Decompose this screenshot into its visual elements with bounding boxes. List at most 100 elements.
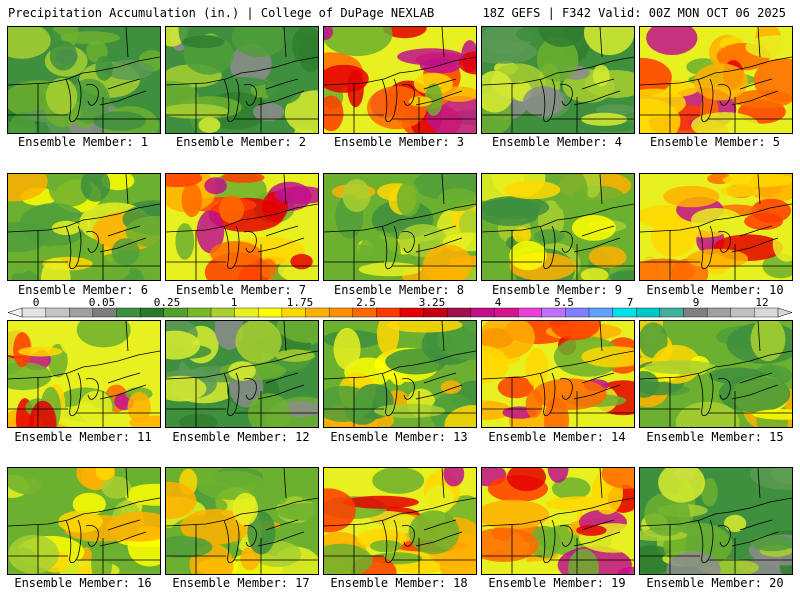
precip-blob bbox=[720, 185, 760, 198]
precip-blob bbox=[8, 252, 32, 274]
precip-map bbox=[166, 174, 318, 280]
state-borders bbox=[640, 174, 792, 280]
colorbar-max-arrow bbox=[777, 307, 793, 318]
precip-blob bbox=[276, 503, 318, 521]
precip-blob bbox=[8, 112, 37, 133]
member-label: Ensemble Member: 17 bbox=[172, 576, 310, 590]
precip-blob bbox=[107, 511, 160, 542]
precip-blob bbox=[182, 35, 225, 49]
member-label: Ensemble Member: 19 bbox=[488, 576, 626, 590]
precip-blob bbox=[58, 510, 103, 533]
colorbar-tick: 2.5 bbox=[356, 296, 376, 309]
precip-blob bbox=[369, 540, 403, 553]
precip-blob bbox=[571, 215, 616, 241]
precip-blob bbox=[80, 174, 111, 202]
precip-blob bbox=[722, 174, 792, 188]
precip-blob bbox=[196, 210, 225, 254]
precip-blob bbox=[507, 468, 546, 492]
colorbar-segment bbox=[399, 307, 425, 318]
precip-blob bbox=[693, 63, 749, 101]
map-panel bbox=[639, 467, 793, 575]
map-panel bbox=[165, 26, 319, 134]
map-panel bbox=[165, 320, 319, 428]
colorbar-segment bbox=[258, 307, 283, 318]
precip-blob bbox=[718, 375, 791, 413]
precip-blob bbox=[584, 27, 634, 56]
precip-map bbox=[166, 321, 318, 427]
precip-blob bbox=[504, 180, 561, 200]
precip-blob bbox=[408, 96, 432, 107]
precip-blob bbox=[444, 405, 476, 427]
colorbar-tick: 5.5 bbox=[554, 296, 574, 309]
precip-blob bbox=[166, 330, 201, 360]
precip-blob bbox=[509, 240, 547, 271]
colorbar-segment bbox=[163, 307, 189, 318]
precip-blob bbox=[745, 35, 792, 59]
colorbar-segment bbox=[328, 307, 354, 318]
precip-blob bbox=[691, 112, 759, 133]
precip-blob bbox=[424, 485, 455, 514]
precip-blob bbox=[374, 403, 446, 418]
precip-blob bbox=[482, 70, 514, 113]
map-panel bbox=[7, 26, 161, 134]
colorbar-segment bbox=[69, 307, 94, 318]
precip-blob bbox=[324, 243, 383, 267]
precip-blob bbox=[181, 182, 202, 218]
precip-blob bbox=[423, 244, 473, 280]
map-panel bbox=[639, 26, 793, 134]
precip-blob bbox=[166, 174, 203, 188]
precip-blob bbox=[324, 366, 345, 387]
precip-blob bbox=[231, 27, 287, 58]
precip-blob bbox=[49, 40, 78, 71]
precip-map bbox=[8, 321, 160, 427]
precip-blob bbox=[235, 321, 282, 363]
precip-blob bbox=[104, 59, 154, 80]
precip-blob bbox=[198, 117, 221, 133]
colorbar-segment bbox=[636, 307, 661, 318]
precip-blob bbox=[592, 64, 610, 87]
precip-blob bbox=[616, 566, 634, 574]
state-borders bbox=[166, 27, 318, 133]
colorbar-tick: 0.05 bbox=[88, 296, 116, 309]
precip-blob bbox=[299, 478, 318, 503]
precip-blob bbox=[125, 215, 160, 248]
precip-blob bbox=[45, 78, 78, 115]
map-panel bbox=[7, 467, 161, 575]
precip-map bbox=[8, 468, 160, 574]
precip-blob bbox=[580, 268, 609, 280]
precip-blob bbox=[752, 409, 792, 420]
precip-blob bbox=[750, 321, 786, 362]
state-borders bbox=[482, 27, 634, 133]
precip-blob bbox=[347, 69, 364, 108]
precip-blob bbox=[265, 71, 303, 105]
member-label: Ensemble Member: 9 bbox=[491, 283, 623, 297]
precip-blob bbox=[523, 86, 565, 117]
precip-blob bbox=[525, 389, 543, 418]
colorbar-segment bbox=[447, 307, 472, 318]
precip-blob bbox=[298, 34, 318, 73]
valid-time-label: 18Z GEFS | F342 Valid: 00Z MON OCT 06 20… bbox=[482, 6, 786, 20]
member-label: Ensemble Member: 13 bbox=[330, 430, 468, 444]
precip-blob bbox=[93, 111, 146, 131]
precip-blob bbox=[640, 371, 659, 398]
member-label: Ensemble Member: 20 bbox=[646, 576, 784, 590]
precip-blob bbox=[41, 258, 71, 280]
colorbar-segment bbox=[234, 307, 259, 318]
precip-blob bbox=[221, 174, 265, 183]
precip-blob bbox=[549, 321, 601, 341]
colorbar-segment bbox=[305, 307, 330, 318]
precip-map bbox=[640, 174, 792, 280]
state-borders bbox=[640, 27, 792, 133]
precip-blob bbox=[482, 40, 538, 64]
precip-map bbox=[324, 468, 476, 574]
precip-map bbox=[482, 174, 634, 280]
precip-blob bbox=[646, 27, 698, 55]
precip-blob bbox=[724, 514, 747, 532]
state-borders bbox=[324, 468, 476, 574]
precip-blob bbox=[196, 470, 267, 500]
precip-map bbox=[482, 27, 634, 133]
state-borders bbox=[8, 321, 160, 427]
colorbar-tick: 0.25 bbox=[153, 296, 181, 309]
state-borders bbox=[8, 468, 160, 574]
colorbar-segment bbox=[659, 307, 685, 318]
